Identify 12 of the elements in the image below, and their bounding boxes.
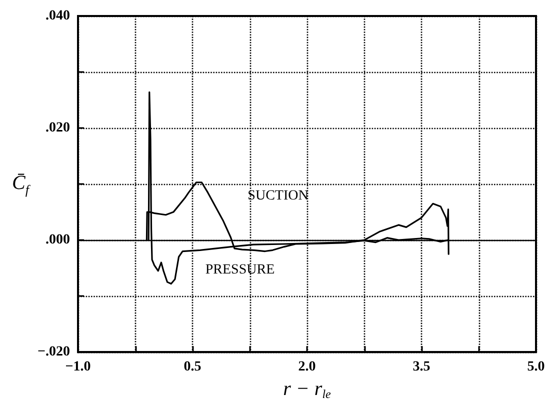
x-tick-label: 3.5: [412, 360, 430, 375]
annotation: SUCTION: [248, 188, 308, 204]
x-tick-label: 2.0: [298, 360, 316, 375]
y-tick-label: .000: [46, 232, 70, 248]
y-tick-label: −.020: [38, 344, 70, 360]
y-axis-title: C̄$_{f}$: [12, 172, 29, 198]
annotation: PRESSURE: [205, 262, 275, 278]
y-tick-label: .040: [46, 8, 70, 24]
x-tick-label: −1.0: [65, 360, 91, 375]
y-tick-label: .020: [46, 120, 70, 136]
x-tick-label: 0.5: [184, 360, 202, 375]
x-tick-label: 5.0: [527, 360, 545, 375]
